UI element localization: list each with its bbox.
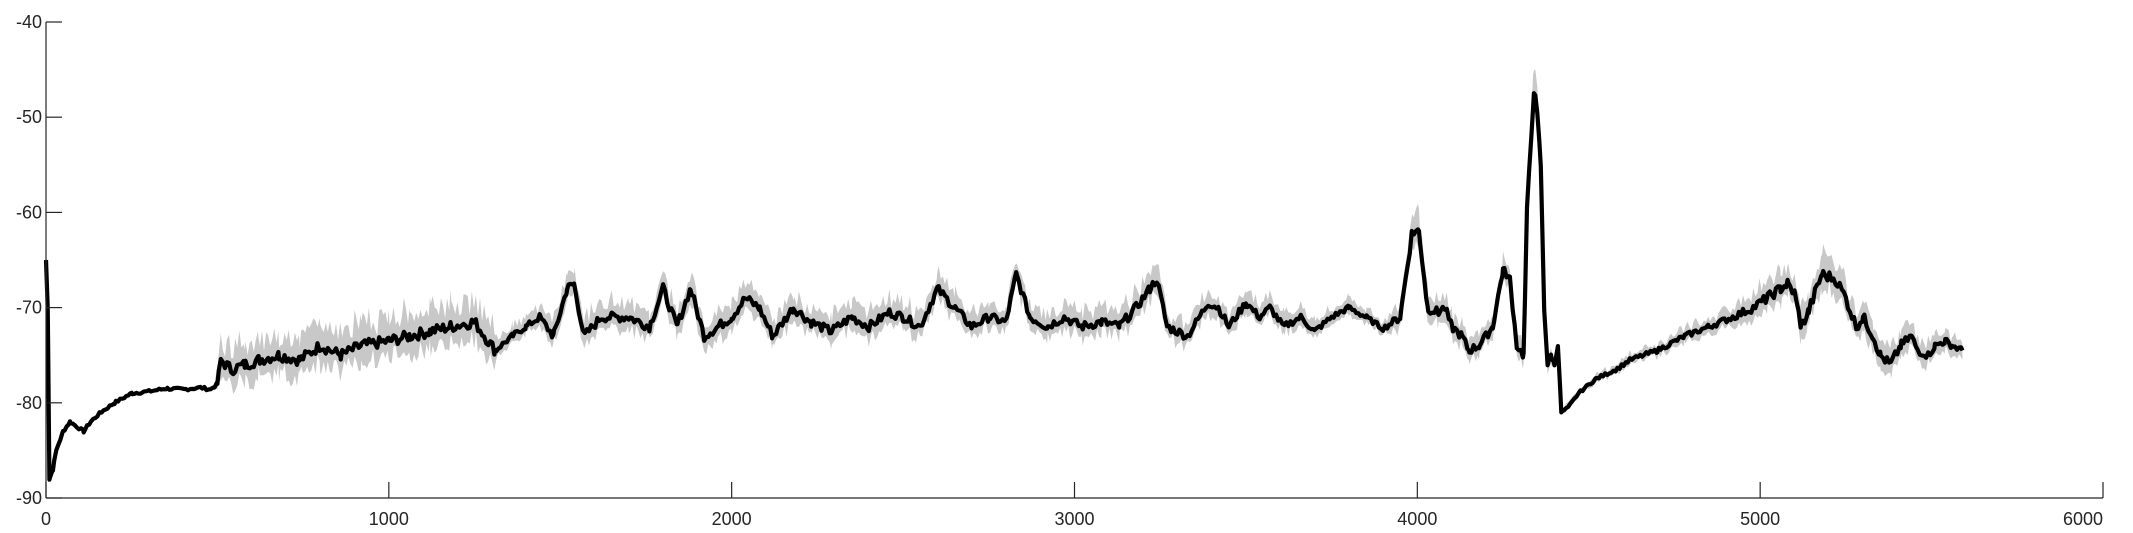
x-tick-label: 6000 [2063,509,2103,529]
y-tick-label: -90 [16,488,42,508]
y-tick-label: -80 [16,393,42,413]
x-ticks: 0 1000 2000 3000 4000 5000 6000 [41,482,2104,529]
x-tick-label: 2000 [712,509,752,529]
x-tick-label: 0 [41,509,51,529]
axes: -90 -80 -70 -60 -50 -40 0 1000 2000 3000 4000 5000… [16,12,2104,529]
x-tick-label: 5000 [1740,509,1780,529]
y-tick-label: -70 [16,298,42,318]
x-tick-label: 1000 [369,509,409,529]
x-tick-label: 4000 [1397,509,1437,529]
mean-line [43,91,1965,482]
spread-band [46,69,1963,480]
y-tick-label: -50 [16,107,42,127]
x-tick-label: 3000 [1054,509,1094,529]
y-ticks: -90 -80 -70 -60 -50 -40 [16,12,62,508]
y-tick-label: -60 [16,202,42,222]
y-tick-label: -40 [16,12,42,32]
plot-area [43,69,1965,482]
